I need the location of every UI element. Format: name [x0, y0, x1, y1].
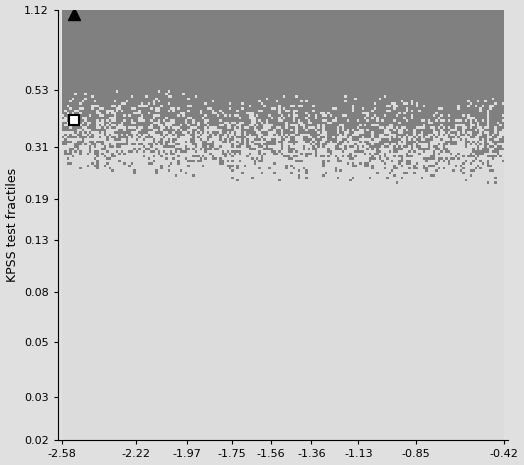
Y-axis label: KPSS test fractiles: KPSS test fractiles	[6, 168, 18, 282]
